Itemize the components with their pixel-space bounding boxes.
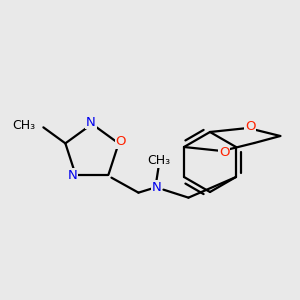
Text: CH₃: CH₃ — [147, 154, 170, 167]
Text: CH₃: CH₃ — [12, 119, 35, 132]
Text: O: O — [116, 135, 126, 148]
Text: N: N — [86, 116, 96, 128]
Text: N: N — [152, 181, 161, 194]
Text: O: O — [245, 119, 255, 133]
Text: O: O — [219, 146, 229, 160]
Text: N: N — [68, 169, 77, 182]
